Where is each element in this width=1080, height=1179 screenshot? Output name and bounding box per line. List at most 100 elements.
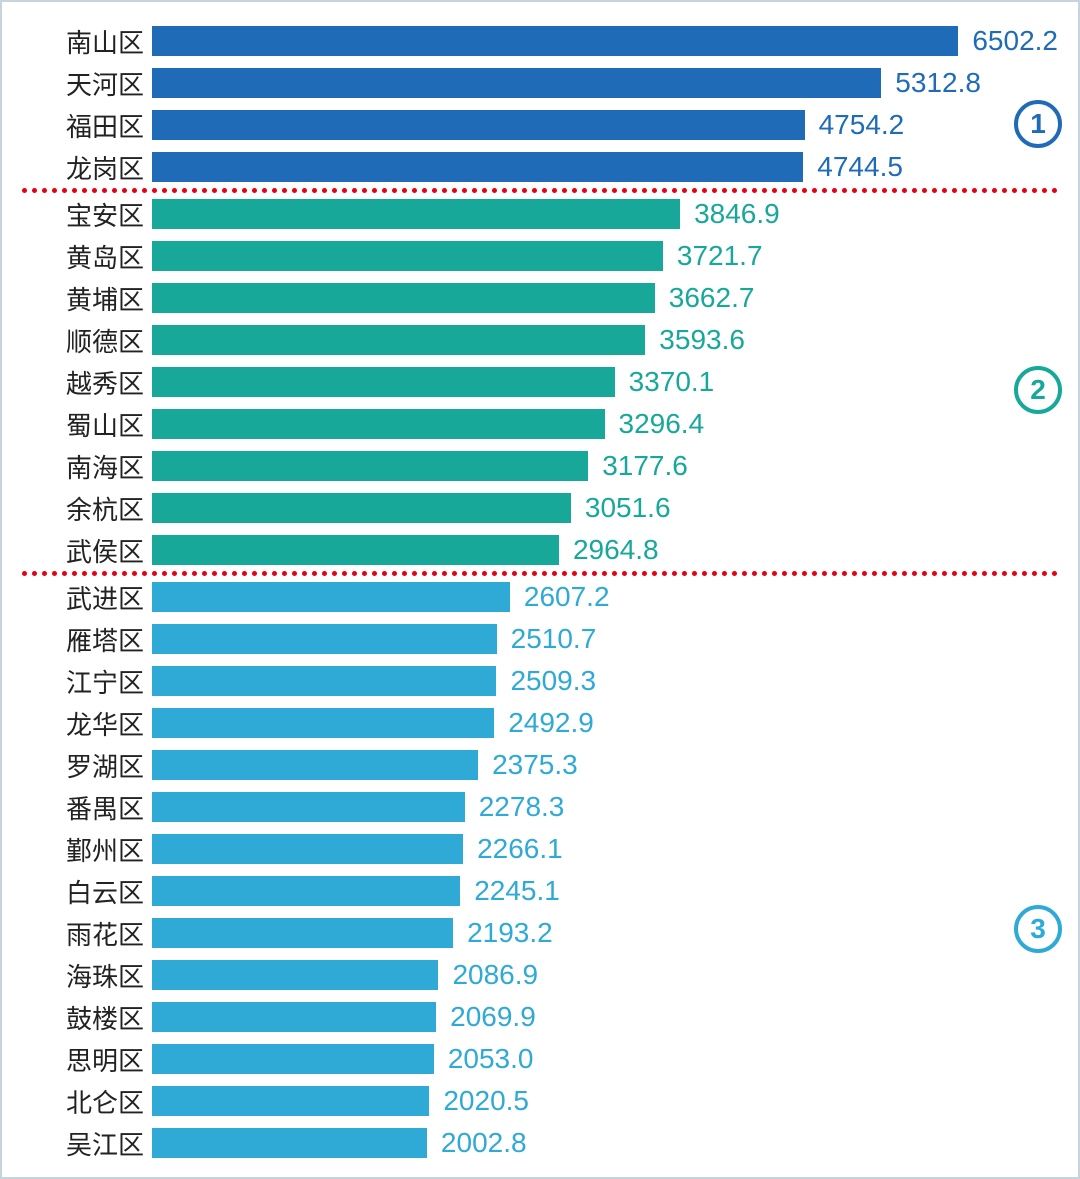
bar (152, 708, 494, 738)
bar (152, 451, 588, 481)
value-label: 3593.6 (645, 324, 745, 356)
value-label: 3051.6 (571, 492, 671, 524)
value-label: 2510.7 (497, 623, 597, 655)
bar-track: 6502.2 (152, 26, 1058, 56)
district-label: 鄞州区 (22, 831, 152, 868)
bar-row: 龙岗区4744.5 (22, 146, 1058, 188)
bar-track: 2510.7 (152, 624, 1058, 654)
bar (152, 792, 465, 822)
bar-row: 龙华区2492.9 (22, 702, 1058, 744)
bar-track: 3296.4 (152, 409, 1058, 439)
bar (152, 152, 803, 182)
district-label: 武进区 (22, 579, 152, 616)
bar-row: 罗湖区2375.3 (22, 744, 1058, 786)
bar (152, 666, 496, 696)
bar-row: 南山区6502.2 (22, 20, 1058, 62)
district-label: 北仑区 (22, 1083, 152, 1120)
bar-row: 海珠区2086.9 (22, 954, 1058, 996)
bar-track: 3051.6 (152, 493, 1058, 523)
bar (152, 918, 453, 948)
value-label: 2278.3 (465, 791, 565, 823)
bar-row: 北仑区 2020.5 (22, 1080, 1058, 1122)
value-label: 2002.8 (427, 1127, 527, 1159)
value-label: 2492.9 (494, 707, 594, 739)
bar-row: 顺德区 3593.6 (22, 319, 1058, 361)
bar (152, 960, 438, 990)
bar-track: 2193.2 (152, 918, 1058, 948)
bar (152, 325, 645, 355)
value-label: 2053.0 (434, 1043, 534, 1075)
district-bar-chart: 南山区6502.2天河区 5312.8 福田区4754.2龙岗区4744.51 宝安区… (0, 0, 1080, 1179)
value-label: 2509.3 (496, 665, 596, 697)
bar (152, 876, 460, 906)
bar (152, 367, 615, 397)
district-label: 雨花区 (22, 915, 152, 952)
value-label: 2193.2 (453, 917, 553, 949)
bar-row: 黄埔区3662.7 (22, 277, 1058, 319)
value-label: 2375.3 (478, 749, 578, 781)
bar-track: 3370.1 (152, 367, 1058, 397)
bar (152, 68, 881, 98)
district-label: 番禺区 (22, 789, 152, 826)
bar (152, 582, 510, 612)
bar-row: 番禺区 2278.3 (22, 786, 1058, 828)
bar-row: 武侯区2964.8 (22, 529, 1058, 571)
value-label: 3662.7 (655, 282, 755, 314)
bar-row: 雨花区 2193.2 (22, 912, 1058, 954)
value-label: 3370.1 (615, 366, 715, 398)
bar-row: 宝安区3846.9 (22, 193, 1058, 235)
bar (152, 535, 559, 565)
district-label: 白云区 (22, 873, 152, 910)
group-2: 宝安区3846.9黄岛区3721.7黄埔区3662.7顺德区3593.6越秀区3… (22, 193, 1058, 571)
district-label: 思明区 (22, 1041, 152, 1078)
district-label: 顺德区 (22, 322, 152, 359)
value-label: 4744.5 (803, 151, 903, 183)
district-label: 吴江区 (22, 1125, 152, 1162)
bar-track: 2245.1 (152, 876, 1058, 906)
bar-track: 3662.7 (152, 283, 1058, 313)
bar (152, 26, 958, 56)
bar-track: 2069.9 (152, 1002, 1058, 1032)
district-label: 天河区 (22, 65, 152, 102)
district-label: 鼓楼区 (22, 999, 152, 1036)
bar-track: 2964.8 (152, 535, 1058, 565)
bar-track: 3846.9 (152, 199, 1058, 229)
bar-row: 鼓楼区 2069.9 (22, 996, 1058, 1038)
bar-row: 蜀山区3296.4 (22, 403, 1058, 445)
bar-track: 4744.5 (152, 152, 1058, 182)
bar-row: 鄞州区 2266.1 (22, 828, 1058, 870)
bar-track: 2375.3 (152, 750, 1058, 780)
value-label: 2266.1 (463, 833, 563, 865)
group-badge-3: 3 (1014, 905, 1062, 953)
bar-row: 余杭区 3051.6 (22, 487, 1058, 529)
district-label: 余杭区 (22, 490, 152, 527)
district-label: 武侯区 (22, 532, 152, 569)
district-label: 江宁区 (22, 663, 152, 700)
bar (152, 110, 805, 140)
district-label: 蜀山区 (22, 406, 152, 443)
bar-track: 2509.3 (152, 666, 1058, 696)
bar-track: 2002.8 (152, 1128, 1058, 1158)
value-label: 3177.6 (588, 450, 688, 482)
value-label: 2020.5 (429, 1085, 529, 1117)
bar-track: 2086.9 (152, 960, 1058, 990)
value-label: 5312.8 (881, 67, 981, 99)
district-label: 雁塔区 (22, 621, 152, 658)
bar-row: 福田区4754.2 (22, 104, 1058, 146)
bar (152, 750, 478, 780)
bar (152, 1044, 434, 1074)
value-label: 6502.2 (958, 25, 1058, 57)
bar (152, 241, 663, 271)
bar (152, 199, 680, 229)
district-label: 宝安区 (22, 196, 152, 233)
bar-track: 5312.8 (152, 68, 1058, 98)
bar-track: 2266.1 (152, 834, 1058, 864)
bar (152, 409, 605, 439)
bar-track: 4754.2 (152, 110, 1058, 140)
district-label: 海珠区 (22, 957, 152, 994)
bar-track: 2607.2 (152, 582, 1058, 612)
group-badge-1: 1 (1014, 100, 1062, 148)
bar-row: 越秀区3370.1 (22, 361, 1058, 403)
value-label: 2069.9 (436, 1001, 536, 1033)
bar (152, 1128, 427, 1158)
